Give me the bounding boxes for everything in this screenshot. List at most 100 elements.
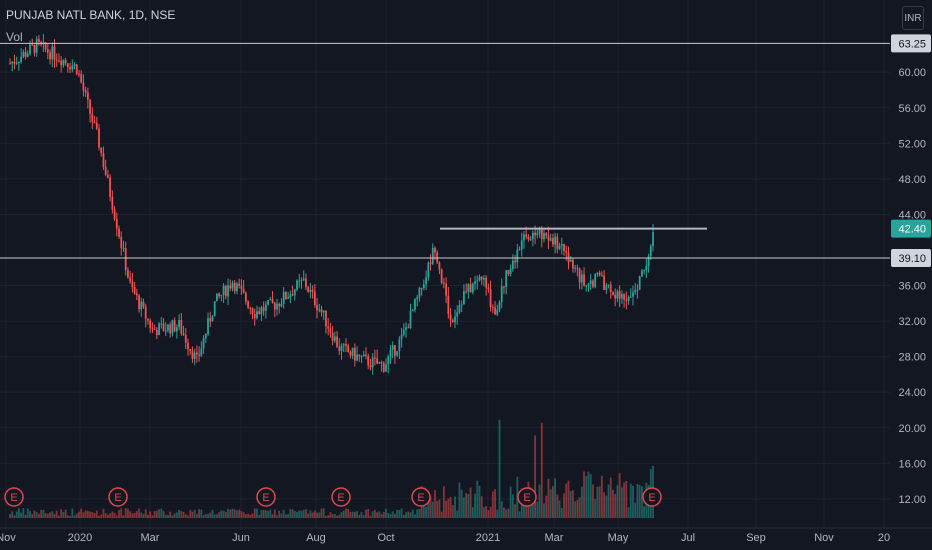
candle-body (638, 276, 641, 290)
volume-bar (538, 484, 541, 518)
candle-body (149, 320, 152, 329)
candle-body (46, 49, 49, 53)
candle-body (58, 60, 60, 62)
volume-bar (173, 513, 176, 518)
candle-body (33, 44, 36, 53)
candle-body (483, 277, 485, 280)
volume-bar (409, 512, 412, 518)
candle-body (29, 44, 31, 54)
volume-bar (307, 513, 310, 518)
volume-bar (224, 511, 227, 518)
volume-bar (229, 509, 232, 518)
volume-bar (534, 435, 536, 518)
candle-body (169, 324, 172, 334)
candle-body (167, 324, 169, 331)
candle-body (115, 218, 118, 229)
candle-body (618, 291, 621, 299)
candle-body (347, 345, 350, 352)
volume-bar (525, 506, 528, 518)
volume-bar (80, 508, 83, 518)
volume-bar (342, 510, 345, 518)
time-tick-label: Oct (377, 532, 394, 544)
volume-bar (411, 509, 414, 518)
volume-bar (20, 512, 23, 518)
candle-body (9, 63, 11, 65)
candle-body (407, 327, 410, 329)
time-tick-label: Nov (0, 532, 16, 544)
volume-bar (491, 491, 494, 518)
volume-bar (347, 509, 350, 518)
volume-bar (238, 509, 241, 518)
volume-bar (367, 508, 370, 518)
currency-button[interactable]: INR (902, 6, 924, 30)
candle-body (652, 232, 654, 247)
volume-bar (565, 483, 568, 518)
price-tick-label: 32.00 (898, 316, 926, 328)
candle-body (191, 350, 194, 359)
volume-bar (75, 513, 78, 518)
volume-bar (333, 514, 336, 518)
candle-body (583, 274, 585, 286)
price-tick-label: 16.00 (898, 458, 926, 470)
price-axis[interactable]: 60.00 56.00 52.00 48.00 44.00 36.00 32.00 28.00… (890, 0, 932, 530)
volume-bar (18, 508, 20, 518)
candle-body (418, 287, 421, 298)
volume-bar (276, 515, 278, 518)
volume-bar (69, 515, 71, 518)
candle-body (578, 268, 581, 283)
volume-bar (578, 497, 581, 518)
earnings-label: E (114, 492, 121, 504)
candle-body (187, 342, 189, 349)
volume-bar (293, 510, 296, 518)
candle-body (536, 233, 539, 236)
volume-bar (471, 506, 474, 518)
level-price-tag (891, 34, 931, 53)
volume-bar (387, 513, 390, 518)
candle-body (414, 299, 416, 310)
candle-body (238, 283, 241, 286)
volume-bar (449, 496, 452, 518)
candle-body (293, 289, 296, 296)
candle-body (35, 39, 38, 53)
volume-bar (66, 515, 69, 518)
level-price-label: 39.10 (898, 253, 926, 265)
candle-body (175, 327, 178, 332)
volume-bar (189, 510, 192, 518)
volume-bar (111, 511, 114, 518)
candle-body (647, 256, 650, 266)
volume-bar (358, 514, 361, 518)
volume-bar (400, 508, 403, 518)
candle-body (64, 59, 67, 64)
candle-body (322, 310, 325, 313)
time-axis[interactable]: Nov 2020 Mar Jun Aug Oct 2021 Mar May Jul Sep Nov 20 (0, 527, 932, 544)
candle-body (109, 177, 112, 197)
candle-body (138, 295, 140, 310)
volume-bar (351, 511, 354, 518)
volume-bar (605, 495, 608, 518)
candle-body (133, 287, 136, 294)
candle-body (362, 354, 365, 357)
candle-body (585, 285, 588, 287)
candle-body (249, 307, 252, 309)
candle-body (549, 238, 552, 241)
candle-body (627, 296, 630, 301)
candle-body (331, 332, 334, 341)
volume-bar (576, 500, 579, 518)
volume-bar (258, 515, 261, 518)
candle-body (547, 235, 550, 241)
candle-body (509, 268, 512, 275)
volume-bar (567, 480, 570, 518)
volume-bar (285, 514, 287, 518)
volume-bar (425, 506, 427, 518)
volume-bar (572, 490, 574, 518)
candle-body (111, 196, 114, 210)
symbol-title: PUNJAB NATL BANK, 1D, NSE (6, 8, 176, 22)
volume-bar (378, 511, 381, 518)
candle-body (609, 284, 612, 292)
candle-body (458, 305, 461, 313)
candle-body (558, 245, 561, 249)
candle-body (15, 62, 18, 64)
candle-body (49, 52, 51, 60)
